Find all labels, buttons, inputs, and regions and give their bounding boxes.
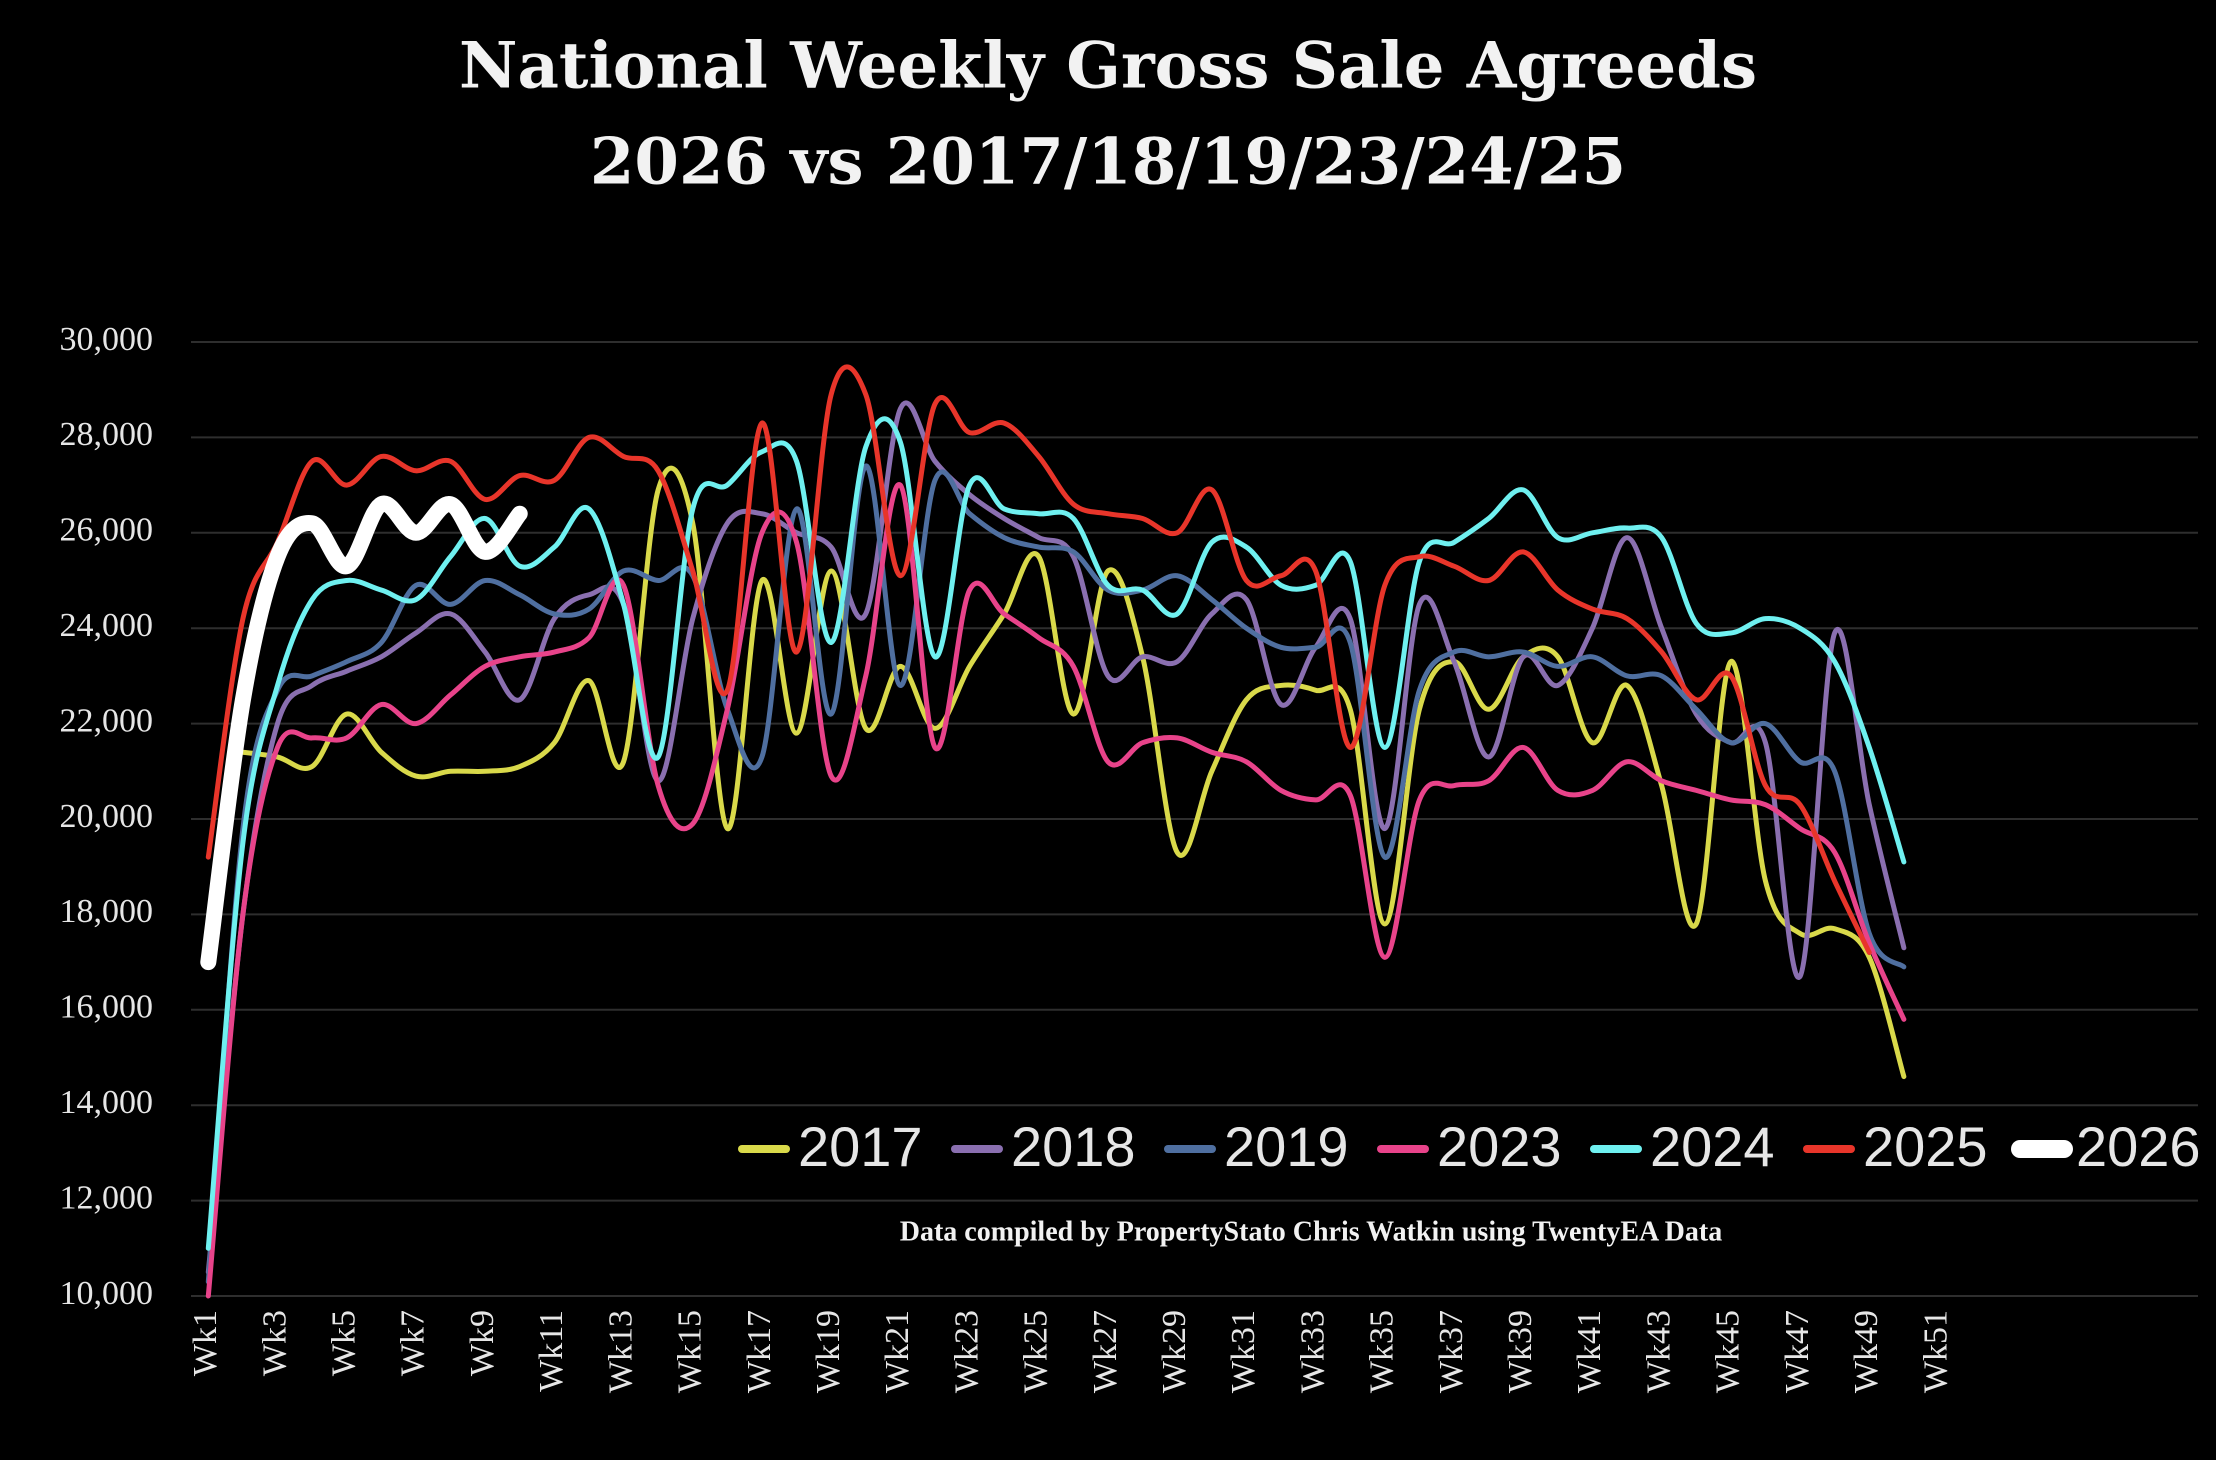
x-tick-label: Wk11	[533, 1310, 570, 1392]
legend-label: 2024	[1650, 1115, 1775, 1178]
x-tick-label: Wk13	[602, 1310, 639, 1393]
x-tick-label: Wk29	[1156, 1310, 1193, 1393]
legend-label: 2025	[1863, 1115, 1988, 1178]
legend-label: 2018	[1011, 1115, 1136, 1178]
x-tick-label: Wk1	[187, 1310, 224, 1376]
x-tick-label: Wk19	[810, 1310, 847, 1393]
series-line	[205, 463, 1907, 1285]
x-tick-label: Wk3	[256, 1310, 293, 1376]
y-tick-label: 28,000	[60, 416, 154, 453]
x-tick-label: Wk5	[326, 1310, 363, 1376]
x-tick-label: Wk39	[1502, 1310, 1539, 1393]
x-tick-label: Wk31	[1225, 1310, 1262, 1393]
x-tick-label: Wk27	[1087, 1310, 1124, 1393]
y-tick-label: 16,000	[60, 989, 154, 1026]
y-tick-label: 26,000	[60, 512, 154, 549]
x-tick-label: Wk25	[1018, 1310, 1055, 1393]
series-line	[205, 482, 1907, 1299]
y-tick-label: 24,000	[60, 607, 154, 644]
x-tick-label: Wk47	[1779, 1310, 1816, 1393]
y-tick-label: 20,000	[60, 798, 154, 835]
x-tick-label: Wk21	[879, 1310, 916, 1393]
series-line	[200, 495, 528, 971]
series-line	[205, 416, 1907, 1251]
series-line	[240, 465, 1907, 1080]
x-tick-label: Wk37	[1433, 1310, 1470, 1393]
y-tick-label: 10,000	[60, 1275, 154, 1312]
source-note: Data compiled by PropertyStato Chris Wat…	[900, 1216, 1722, 1247]
chart-subtitle: 2026 vs 2017/18/19/23/24/25	[590, 125, 1626, 200]
y-tick-label: 18,000	[60, 893, 154, 930]
x-tick-label: Wk7	[395, 1310, 432, 1376]
legend-label: 2019	[1224, 1115, 1349, 1178]
series-line	[205, 400, 1907, 1275]
x-tick-label: Wk41	[1571, 1310, 1608, 1393]
x-tick-label: Wk35	[1364, 1310, 1401, 1393]
y-tick-label: 14,000	[60, 1084, 154, 1121]
series-line	[205, 364, 1872, 956]
chart-title: National Weekly Gross Sale Agreeds	[459, 29, 1757, 104]
y-tick-label: 22,000	[60, 702, 154, 739]
y-tick-label: 12,000	[60, 1179, 154, 1216]
x-tick-label: Wk33	[1294, 1310, 1331, 1393]
legend-label: 2017	[798, 1115, 923, 1178]
legend-label: 2023	[1437, 1115, 1562, 1178]
x-tick-label: Wk51	[1917, 1310, 1954, 1393]
x-tick-label: Wk15	[672, 1310, 709, 1393]
legend-label: 2026	[2076, 1115, 2201, 1178]
x-tick-label: Wk17	[741, 1310, 778, 1393]
x-tick-label: Wk45	[1710, 1310, 1747, 1393]
x-tick-label: Wk49	[1848, 1310, 1885, 1393]
x-tick-label: Wk9	[464, 1310, 501, 1376]
x-tick-label: Wk23	[948, 1310, 985, 1393]
x-tick-label: Wk43	[1640, 1310, 1677, 1393]
y-tick-label: 30,000	[60, 321, 154, 358]
